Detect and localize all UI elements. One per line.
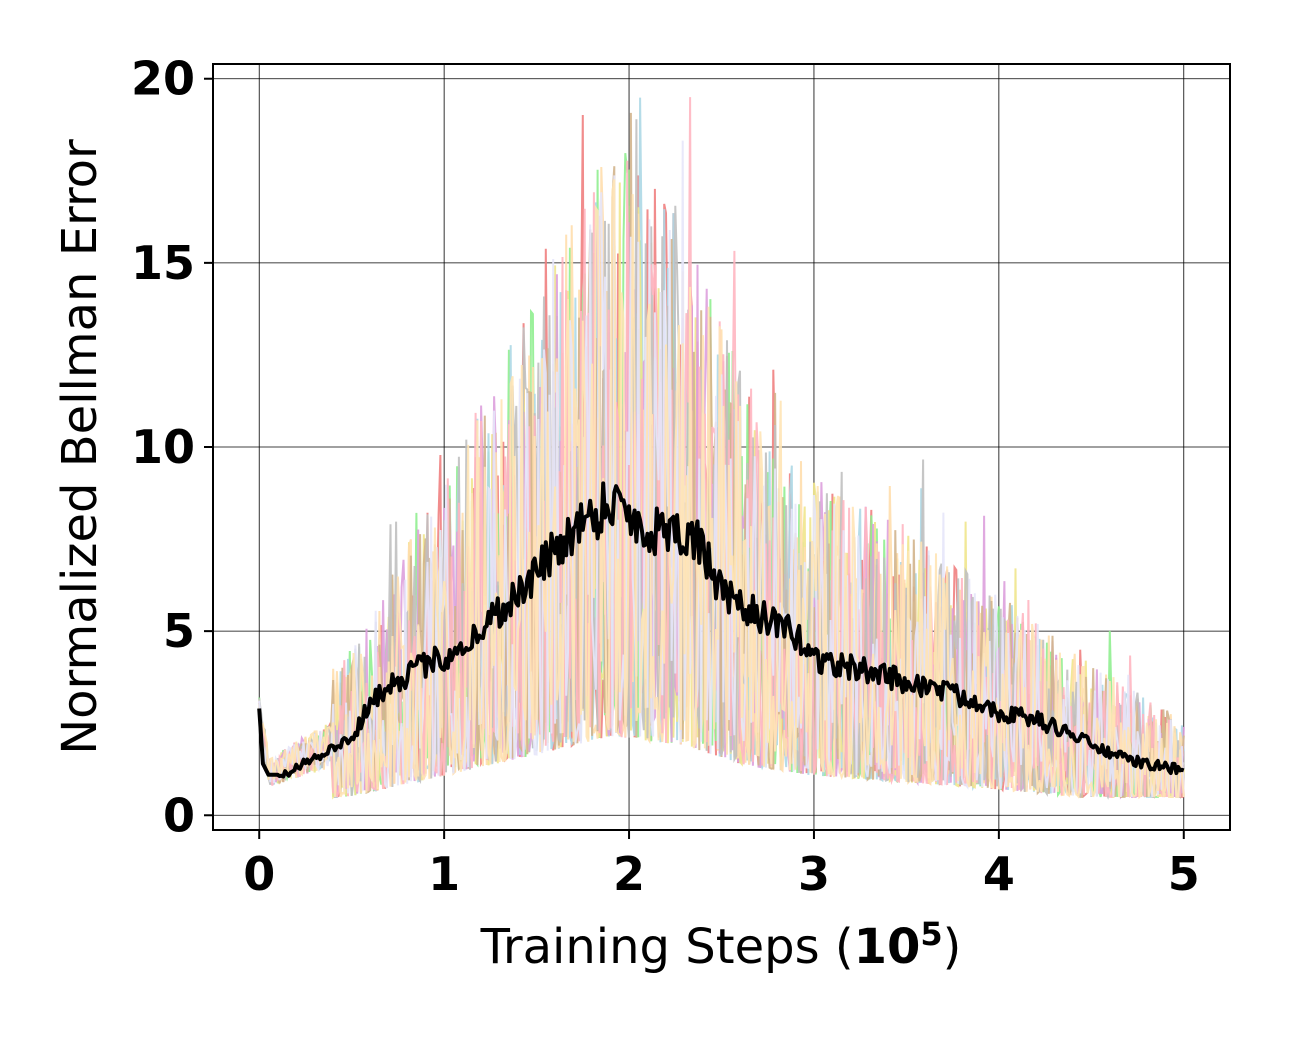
mean-series-line xyxy=(257,481,1185,779)
x-axis-label-exponent: 5 xyxy=(920,915,942,953)
y-axis-label: Normalized Bellman Error xyxy=(52,139,108,755)
x-axis-label: Training Steps (105) xyxy=(480,915,962,975)
x-tick-label: 4 xyxy=(983,847,1015,901)
axis-ticks: 0 1 2 3 4 5 0 5 10 15 20 xyxy=(131,52,1200,901)
y-tick-label: 10 xyxy=(131,420,195,474)
y-tick-label: 15 xyxy=(131,236,195,290)
y-tick-label: 0 xyxy=(163,788,195,842)
x-tick-label: 3 xyxy=(798,847,830,901)
mean-series xyxy=(257,481,1185,779)
x-axis-label-prefix: Training Steps ( xyxy=(480,919,854,975)
y-tick-label: 20 xyxy=(131,52,195,106)
x-axis-label-base: 10 xyxy=(854,919,921,975)
x-axis-label-suffix: ) xyxy=(943,919,962,975)
x-tick-label: 0 xyxy=(243,847,275,901)
x-tick-label: 2 xyxy=(613,847,645,901)
x-tick-label: 1 xyxy=(428,847,460,901)
y-tick-label: 5 xyxy=(163,604,195,658)
plot-area xyxy=(212,63,1231,831)
x-tick-label: 5 xyxy=(1168,847,1200,901)
